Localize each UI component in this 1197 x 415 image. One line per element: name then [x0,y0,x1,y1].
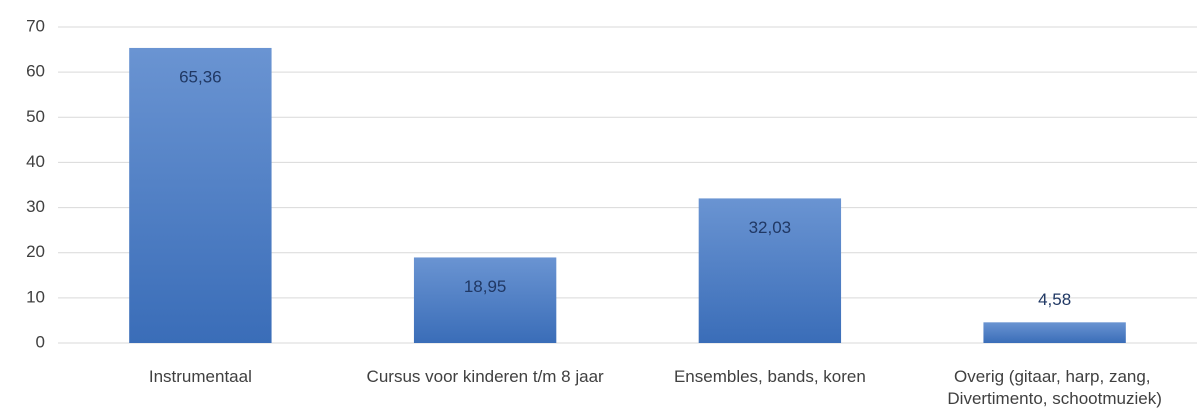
y-tick-label: 70 [26,16,45,35]
y-tick-label: 40 [26,152,45,171]
x-tick-label: Cursus voor kinderen t/m 8 jaar [367,367,604,386]
y-tick-label: 60 [26,62,45,81]
x-tick-label: Ensembles, bands, koren [674,367,866,386]
y-tick-label: 50 [26,107,45,126]
value-label: 4,58 [1038,290,1071,309]
y-tick-label: 30 [26,197,45,216]
bar [698,198,842,343]
bar [983,322,1126,343]
y-tick-label: 0 [36,332,45,351]
y-tick-label: 10 [26,287,45,306]
bar [129,47,272,343]
x-tick-label: Overig (gitaar, harp, zang, Divertimento… [947,367,1161,408]
y-tick-label: 20 [26,242,45,261]
bar [413,257,557,343]
value-label: 18,95 [464,277,507,296]
value-label: 32,03 [749,218,792,237]
value-label: 65,36 [179,67,222,86]
x-tick-label: Instrumentaal [149,367,252,386]
